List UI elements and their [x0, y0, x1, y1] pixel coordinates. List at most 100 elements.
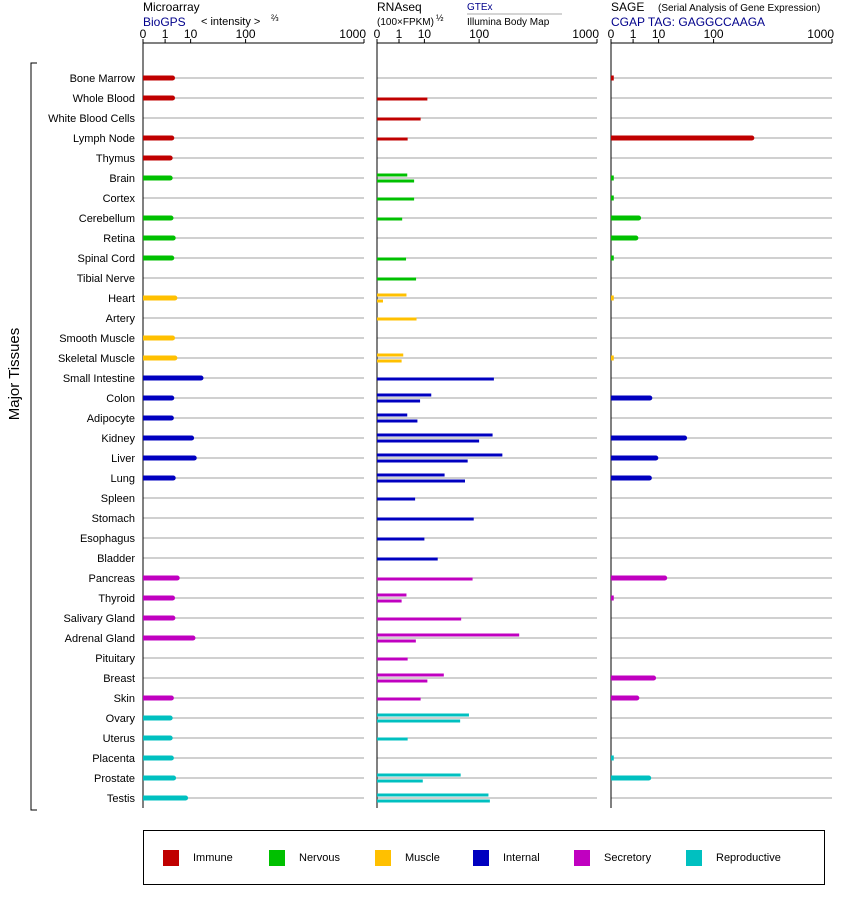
microarray-bar-cap — [170, 595, 176, 601]
microarray-bar-cap — [169, 135, 175, 141]
axes: 0 1 10 100 1000 0 1 10 100 1000 0 1 10 100 1000 — [140, 27, 834, 808]
rnaseq-bar — [377, 679, 428, 683]
microarray-bar-cap — [170, 75, 176, 81]
rnaseq-bar — [377, 673, 444, 677]
microarray-bar — [143, 595, 173, 601]
tissue-label: Heart — [108, 293, 135, 305]
tissue-label: Whole Blood — [73, 93, 135, 105]
rnaseq-unit: (100×FPKM) — [377, 17, 434, 28]
microarray-bar-cap — [167, 715, 173, 721]
sage-bar — [611, 675, 654, 681]
tissue-label: Lymph Node — [73, 133, 135, 145]
sage-bar-cap — [651, 675, 657, 681]
microarray-bar-cap — [190, 635, 196, 641]
tissue-label: Breast — [103, 673, 135, 685]
sage-bar — [611, 435, 685, 441]
microarray-bar-cap — [170, 95, 176, 101]
rnaseq-bar — [377, 393, 432, 397]
rnaseq-bar — [377, 439, 480, 443]
sage-bar-cap — [647, 395, 653, 401]
sage-note: (Serial Analysis of Gene Expression) — [658, 3, 820, 14]
rnaseq-bar — [377, 517, 474, 521]
tissue-label: Liver — [111, 453, 135, 465]
microarray-bar — [143, 435, 192, 441]
microarray-bar-cap — [168, 415, 174, 421]
rnaseq-bar — [377, 173, 408, 177]
legend-swatch — [269, 850, 285, 866]
tissue-label: Adrenal Gland — [65, 633, 135, 645]
tissue-label: Esophagus — [80, 533, 136, 545]
rnaseq-exponent: ½ — [436, 13, 444, 23]
rnaseq-bar — [377, 593, 407, 597]
microarray-bar-cap — [170, 475, 176, 481]
microarray-source: BioGPS — [143, 15, 186, 29]
microarray-bar-cap — [174, 575, 180, 581]
rnaseq-bar — [377, 497, 416, 501]
microarray-bar — [143, 95, 173, 101]
legend-label: Nervous — [299, 852, 340, 864]
microarray-tick-label: 1 — [162, 27, 169, 41]
microarray-bar-cap — [170, 615, 176, 621]
microarray-bar — [143, 635, 193, 641]
sage-title: SAGE — [611, 0, 644, 14]
microarray-bar-cap — [167, 735, 173, 741]
rnaseq-bar — [377, 179, 415, 183]
legend: Immune Nervous Muscle Internal Secretory Repr… — [143, 830, 825, 885]
sage-bar-cap — [646, 475, 652, 481]
microarray-bar-cap — [189, 435, 195, 441]
rnaseq-bar — [377, 599, 402, 603]
sage-bar — [611, 235, 636, 241]
microarray-bar — [143, 215, 171, 221]
microarray-bar — [143, 335, 173, 341]
sage-bar — [611, 195, 614, 201]
sage-bar — [611, 175, 614, 181]
microarray-bar — [143, 575, 178, 581]
tissue-label: White Blood Cells — [48, 113, 135, 125]
sage-bar — [611, 395, 650, 401]
rnaseq-bar — [377, 377, 494, 381]
rnaseq-bar — [377, 617, 462, 621]
rnaseq-bar — [377, 317, 417, 321]
rnaseq-bar — [377, 459, 468, 463]
legend-swatch — [375, 850, 391, 866]
microarray-unit: < intensity > — [201, 16, 260, 28]
sage-tag: CGAP TAG: GAGGCCAAGA — [611, 15, 765, 29]
microarray-bar — [143, 295, 175, 301]
microarray-exponent: ⅔ — [271, 13, 279, 23]
sage-bar — [611, 215, 639, 221]
rnaseq-bar — [377, 657, 408, 661]
tissue-label: Ovary — [106, 713, 136, 725]
microarray-tick-label: 100 — [236, 27, 256, 41]
side-bracket: Major Tissues — [6, 62, 37, 811]
microarray-bar-cap — [168, 695, 174, 701]
tissue-label: Retina — [103, 233, 136, 245]
sage-bar — [611, 355, 614, 361]
microarray-bar-cap — [191, 455, 197, 461]
microarray-bar — [143, 355, 175, 361]
tissue-label: Brain — [109, 173, 135, 185]
tissue-label: Stomach — [92, 513, 135, 525]
sage-bar — [611, 755, 614, 761]
tissue-label: Tibial Nerve — [77, 273, 135, 285]
rnaseq-bar — [377, 799, 490, 803]
rnaseq-bar — [377, 257, 407, 261]
tissue-label: Smooth Muscle — [59, 333, 135, 345]
microarray-bar-cap — [168, 215, 174, 221]
rnaseq-bar — [377, 217, 403, 221]
rnaseq-bar — [377, 779, 423, 783]
legend-label: Immune — [193, 852, 233, 864]
rnaseq-bar — [377, 737, 408, 741]
sage-bar — [611, 595, 614, 601]
sage-bar-cap — [653, 455, 659, 461]
legend-item-muscle: Muscle — [375, 850, 440, 866]
rnaseq-bar — [377, 419, 418, 423]
tissue-label: Cerebellum — [79, 213, 135, 225]
legend-label: Internal — [503, 852, 540, 864]
rnaseq-bar — [377, 353, 404, 357]
tissue-expression-chart: Microarray BioGPS < intensity > ⅔ RNAseq… — [6, 0, 834, 811]
microarray-bar — [143, 415, 172, 421]
legend-item-immune: Immune — [163, 850, 233, 866]
microarray-bar — [143, 155, 171, 161]
rnaseq-bar — [377, 793, 489, 797]
rnaseq-bar — [377, 359, 402, 363]
